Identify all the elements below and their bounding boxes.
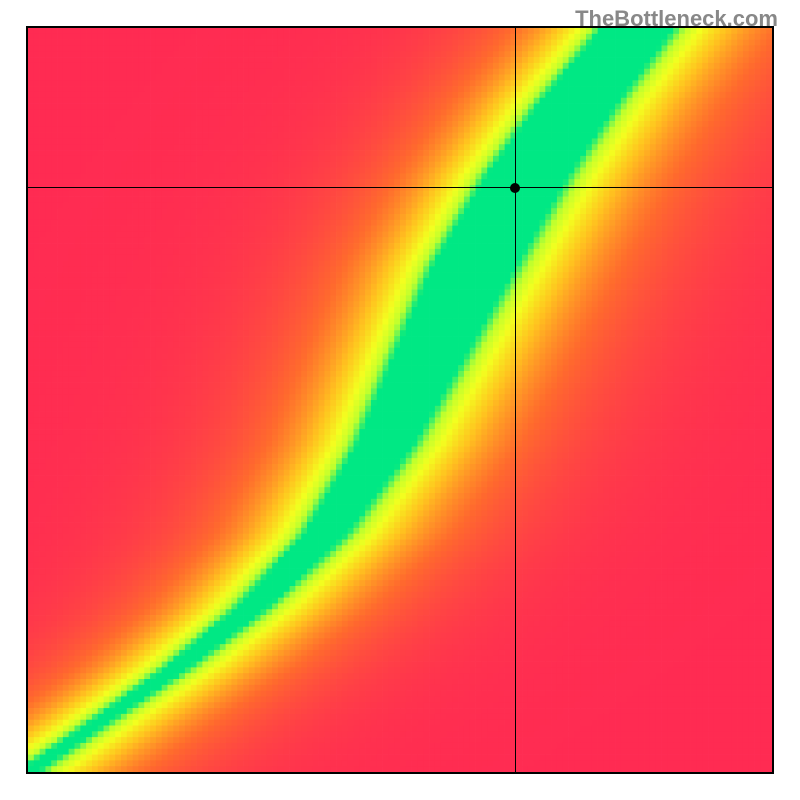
heatmap-surface — [28, 28, 772, 772]
chart-container: TheBottleneck.com — [0, 0, 800, 800]
watermark-text: TheBottleneck.com — [575, 6, 778, 32]
crosshair-vertical-line — [515, 28, 516, 772]
crosshair-horizontal-line — [28, 187, 772, 188]
heatmap-chart — [28, 28, 772, 772]
